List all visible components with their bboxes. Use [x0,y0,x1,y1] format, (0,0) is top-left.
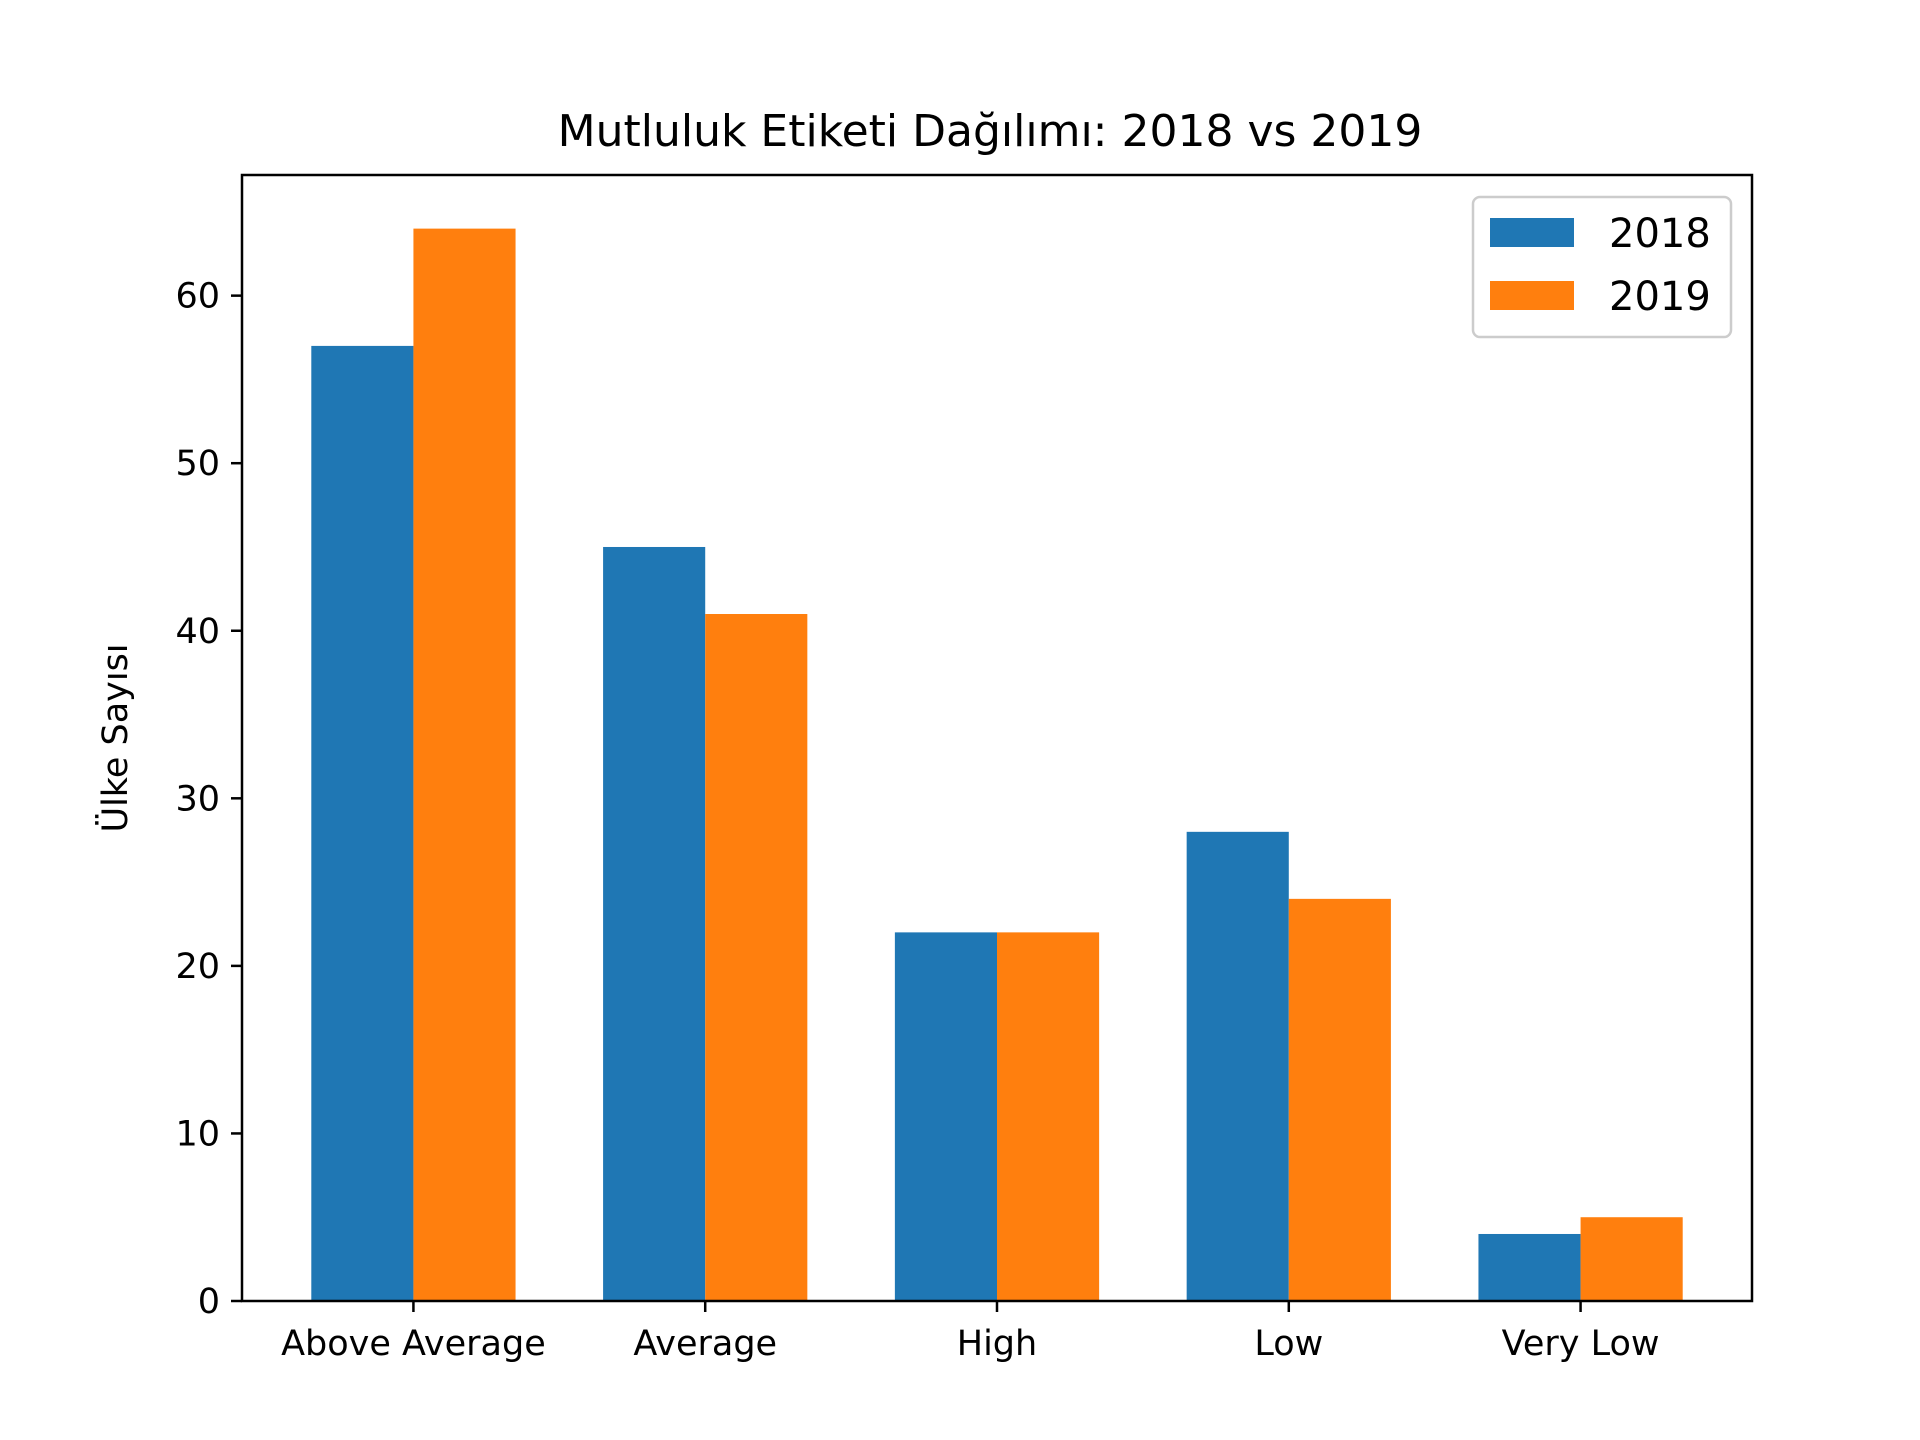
bar-2018-average [603,546,706,1301]
chart-title: Mutluluk Etiketi Dağılımı: 2018 vs 2019 [558,106,1423,157]
legend-swatch-2019 [1490,281,1574,310]
bar-2019-high [997,932,1100,1301]
y-tick-label: 30 [175,779,220,819]
bar-2018-above-average [311,345,414,1301]
x-tick-label: Average [633,1324,777,1364]
legend-label-2019: 2019 [1609,274,1711,320]
bar-2018-high [894,932,997,1301]
x-tick-label: Very Low [1502,1324,1660,1364]
y-tick-label: 10 [175,1114,220,1154]
x-axis: Above Average Average High Low Very Low [281,1301,1660,1364]
y-axis-label: Ülke Sayısı [94,643,136,832]
y-tick-label: 40 [175,612,220,652]
legend[interactable]: 2018 2019 [1471,195,1733,339]
bar-2018-low [1186,831,1289,1301]
legend-swatch-2018 [1490,218,1574,247]
y-tick-label: 50 [175,444,220,484]
bar-2019-low [1288,898,1391,1301]
bar-2018-very-low [1478,1233,1581,1301]
y-tick-label: 20 [175,947,220,987]
bars-group [311,228,1683,1302]
bar-2019-above-average [413,228,516,1302]
legend-label-2018: 2018 [1609,211,1711,257]
x-tick-label: Above Average [281,1324,546,1364]
y-axis: 0 10 20 30 40 50 60 [175,277,242,1322]
bar-2019-very-low [1580,1217,1683,1301]
bar-2019-average [705,614,808,1301]
x-tick-label: High [957,1324,1037,1364]
y-tick-label: 0 [198,1282,220,1322]
y-tick-label: 60 [175,277,220,317]
plot-area [240,173,1754,1303]
x-tick-label: Low [1254,1324,1323,1364]
